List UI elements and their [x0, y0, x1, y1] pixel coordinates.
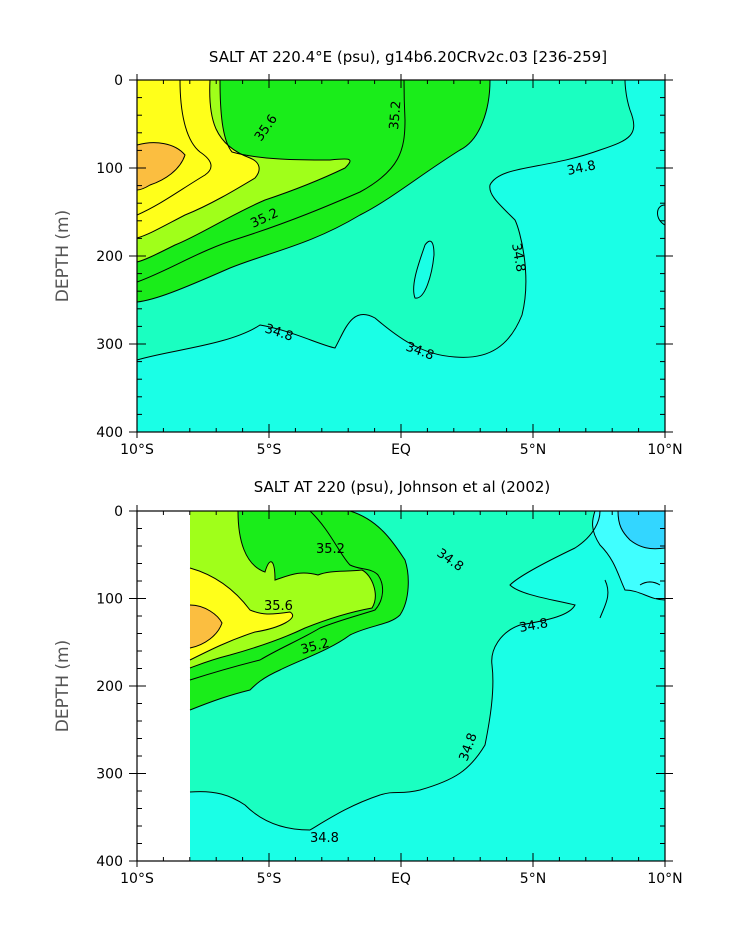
bottom-x-tick-label: EQ	[391, 871, 411, 887]
bottom-contour-label: 35.2	[299, 636, 331, 658]
top-fill-band-lt-34.8	[137, 80, 665, 432]
top-x-tick-label: 5°S	[257, 442, 282, 458]
top-y-axis-label: DEPTH (m)	[53, 210, 73, 302]
bottom-x-tick-label: 5°S	[257, 871, 282, 887]
bottom-y-tick-label: 0	[114, 504, 123, 520]
bottom-fill-band-gt-35.8	[190, 605, 222, 648]
bottom-y-tick-label: 100	[96, 592, 123, 608]
bottom-contour-label: 34.8	[310, 831, 339, 846]
bottom-y-tick-label: 200	[96, 679, 123, 695]
top-panel: SALT AT 220.4°E (psu), g14b6.20CRv2c.03 …	[53, 48, 683, 458]
bottom-contour-fills	[190, 511, 665, 861]
top-axis-ticks: 10°S 5°S EQ 5°N 10°N 0 100 200 300 400	[96, 73, 682, 458]
bottom-y-tick-label: 400	[96, 854, 123, 870]
top-contour-fills: 35.6 35.2 35.2 34.8 34.8 34.8 34.8	[137, 80, 665, 432]
top-contour-lines	[137, 80, 665, 361]
top-y-tick-label: 100	[96, 161, 123, 177]
top-y-tick-label: 0	[114, 73, 123, 89]
bottom-panel: SALT AT 220 (psu), Johnson et al (2002)	[53, 478, 683, 887]
top-x-tick-label: 5°N	[520, 442, 546, 458]
bottom-y-axis-label: DEPTH (m)	[53, 640, 73, 732]
top-y-tick-label: 400	[96, 425, 123, 441]
bottom-x-tick-label: 10°S	[120, 871, 154, 887]
top-fill-lens-lt-34.8	[413, 241, 434, 299]
top-x-tick-label: 10°N	[647, 442, 682, 458]
top-fill-band-gt-35.8	[137, 142, 185, 190]
top-y-tick-label: 300	[96, 337, 123, 353]
bottom-contour-label: 34.8	[518, 616, 549, 636]
top-panel-title: SALT AT 220.4°E (psu), g14b6.20CRv2c.03 …	[209, 48, 607, 66]
bottom-x-tick-label: 10°N	[647, 871, 682, 887]
bottom-x-tick-label: 5°N	[520, 871, 546, 887]
bottom-y-tick-label: 300	[96, 767, 123, 783]
top-contour-label: 35.2	[387, 100, 404, 130]
bottom-contour-lines	[189, 511, 665, 831]
bottom-axis-ticks: 10°S 5°S EQ 5°N 10°N 0 100 200 300 400	[96, 504, 682, 887]
bottom-fill-band-35.6	[190, 568, 293, 660]
top-y-tick-label: 200	[96, 249, 123, 265]
top-x-tick-label: EQ	[391, 442, 411, 458]
bottom-panel-title: SALT AT 220 (psu), Johnson et al (2002)	[254, 478, 551, 496]
top-contour-label: 34.8	[508, 242, 528, 273]
top-contour-label: 34.8	[566, 158, 597, 179]
bottom-contour-label: 35.6	[264, 599, 293, 614]
bottom-contour-label: 35.2	[316, 542, 345, 557]
top-x-tick-label: 10°S	[120, 442, 154, 458]
